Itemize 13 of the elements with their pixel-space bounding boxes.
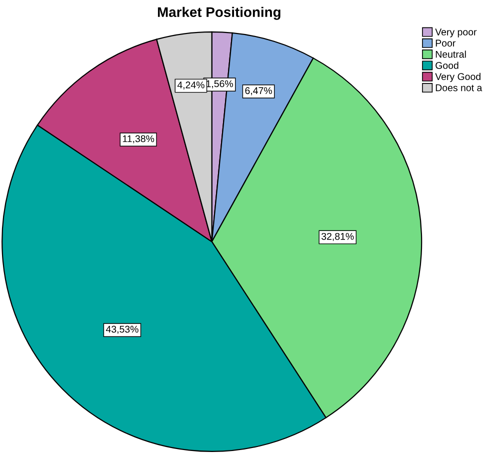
- legend-label: Does not a: [436, 84, 482, 92]
- data-label: 32,81%: [322, 232, 354, 241]
- data-label: 11,38%: [122, 135, 154, 144]
- chart-title: Market Positioning: [158, 6, 280, 20]
- legend-label: Neutral: [436, 50, 466, 58]
- legend-label: Very poor: [435, 28, 477, 38]
- data-label: 4,24%: [177, 81, 204, 90]
- data-label: 43,53%: [106, 326, 138, 334]
- data-label: 6,47%: [245, 87, 272, 96]
- legend-label: Poor: [436, 40, 456, 47]
- legend-label: Very Good: [435, 72, 480, 82]
- data-label: 1,56%: [206, 80, 233, 88]
- legend-label: Good: [436, 62, 458, 69]
